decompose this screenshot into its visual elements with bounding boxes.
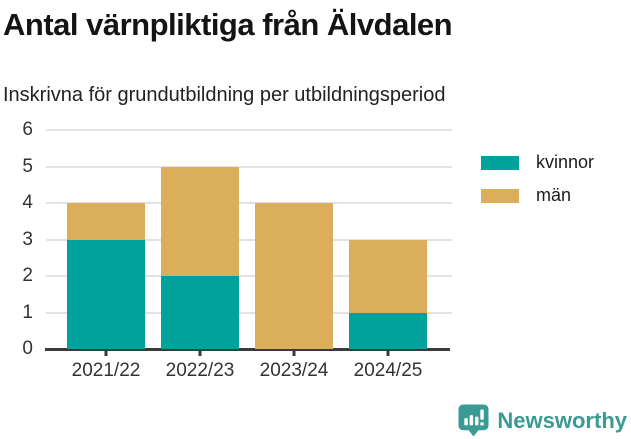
gridline-y4 <box>46 202 452 204</box>
x-axis-tick-label: 2021/22 <box>71 360 141 381</box>
bar-2022-23-män <box>161 166 239 276</box>
x-axis-line <box>45 348 450 351</box>
y-axis-tick-label: 4 <box>22 192 33 213</box>
x-axis-tick <box>292 350 296 356</box>
legend-item-kvinnor: kvinnor <box>481 152 594 173</box>
x-axis-tick-label: 2024/25 <box>353 360 423 381</box>
bar-2021-22-män <box>67 203 145 240</box>
x-axis-tick-label: 2022/23 <box>165 360 235 381</box>
y-axis-tick-label: 2 <box>22 265 33 286</box>
bar-2022-23-kvinnor <box>161 276 239 349</box>
legend-swatch-män <box>481 188 519 203</box>
y-axis-tick-label: 1 <box>22 301 33 323</box>
legend-swatch-kvinnor <box>481 155 519 170</box>
x-axis-tick-label: 2023/24 <box>259 360 329 381</box>
brand-footer: Newsworthy <box>458 404 627 437</box>
legend-label-män: män <box>536 185 572 205</box>
newsworthy-logo-icon <box>458 404 489 437</box>
y-axis-tick-label: 3 <box>22 228 33 250</box>
gridline-y2 <box>46 275 452 277</box>
gridline-y3 <box>46 238 452 241</box>
legend-label-kvinnor: kvinnor <box>536 152 595 172</box>
chart-title: Antal värnpliktiga från Älvdalen <box>3 7 453 42</box>
y-axis-tick-label: 5 <box>22 155 33 177</box>
x-axis-tick <box>104 350 108 356</box>
gridline-y1 <box>46 311 452 314</box>
bar-2021-22-kvinnor <box>67 239 145 349</box>
bar-2024-25-män <box>349 239 427 313</box>
y-axis-tick-label: 0 <box>22 338 33 359</box>
gridline-y6 <box>46 129 452 131</box>
bar-2024-25-kvinnor <box>349 312 427 349</box>
legend-item-män: män <box>481 185 594 206</box>
plot-area: 0 1 2 3 4 5 6 2021/22 2022/23 2023/24 2024/25 <box>22 119 452 381</box>
x-axis-tick <box>386 350 390 356</box>
brand-name: Newsworthy <box>497 407 627 433</box>
chart-subtitle: Inskrivna för grundutbildning per utbild… <box>3 84 446 106</box>
y-axis-tick-label: 6 <box>22 119 33 140</box>
legend: kvinnor män <box>481 152 594 218</box>
x-axis-tick <box>198 350 202 356</box>
bar-2023-24-män <box>255 203 333 349</box>
gridline-y5 <box>46 165 452 168</box>
